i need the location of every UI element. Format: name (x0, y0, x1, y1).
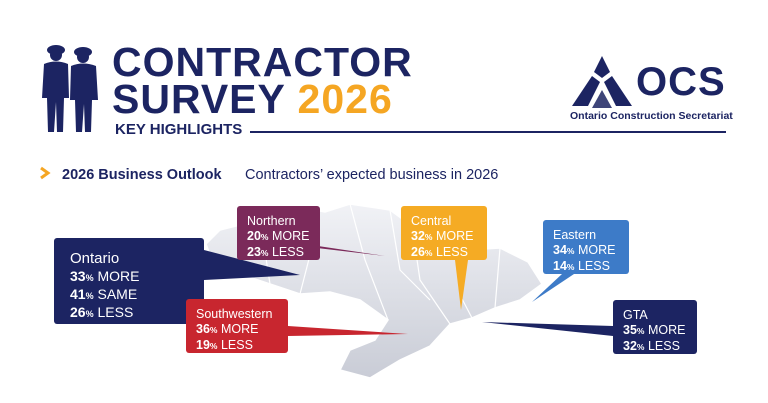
stat-more: 32% MORE (411, 229, 474, 243)
region-callout-southwestern: Southwestern 36% MORE 19% LESS (186, 299, 288, 353)
construction-workers-icon (42, 45, 98, 132)
page-title: CONTRACTOR SURVEY 2026 (112, 39, 413, 122)
region-callout-central: Central 32% MORE 26% LESS (401, 206, 487, 260)
region-name: Ontario (70, 250, 120, 267)
region-callout-gta: GTA 35% MORE 32% LESS (613, 300, 697, 354)
ocs-logo-icon (572, 56, 632, 108)
stat-more: 35% MORE (623, 323, 686, 337)
stat-less: 32% LESS (623, 339, 680, 353)
stat-more: 20% MORE (247, 229, 310, 243)
title-year: 2026 (297, 76, 393, 122)
stat-less: 26% LESS (411, 245, 468, 259)
region-name: Central (411, 214, 452, 228)
ontario-map (205, 203, 544, 379)
stat-less: 19% LESS (196, 338, 253, 352)
title-line-2: SURVEY 2026 (112, 76, 393, 122)
chevron-right-icon (40, 166, 51, 180)
stat-less: 23% LESS (247, 245, 304, 259)
region-name: Northern (247, 214, 296, 228)
region-name: GTA (623, 308, 648, 322)
stat-same: 41% SAME (70, 286, 138, 302)
region-name: Southwestern (196, 307, 273, 321)
section-description: Contractors’ expected business in 2026 (245, 167, 499, 183)
header-divider (250, 131, 726, 133)
section-title: 2026 Business Outlook (62, 167, 222, 183)
region-callout-ontario: Ontario 33% MORE 41% SAME 26% LESS (54, 238, 204, 324)
stat-less: 26% LESS (70, 304, 134, 320)
region-name: Eastern (553, 228, 597, 242)
logo-abbreviation: OCS (636, 60, 726, 104)
region-callout-northern: Northern 20% MORE 23% LESS (237, 206, 320, 260)
stat-more: 34% MORE (553, 243, 616, 257)
page-subtitle: KEY HIGHLIGHTS (115, 121, 243, 138)
stat-more: 33% MORE (70, 268, 140, 284)
region-callout-eastern: Eastern 34% MORE 14% LESS (543, 220, 629, 274)
stat-less: 14% LESS (553, 259, 610, 273)
stat-more: 36% MORE (196, 322, 259, 336)
logo-full-name: Ontario Construction Secretariat (570, 110, 733, 122)
title-line-1: CONTRACTOR (112, 39, 413, 85)
